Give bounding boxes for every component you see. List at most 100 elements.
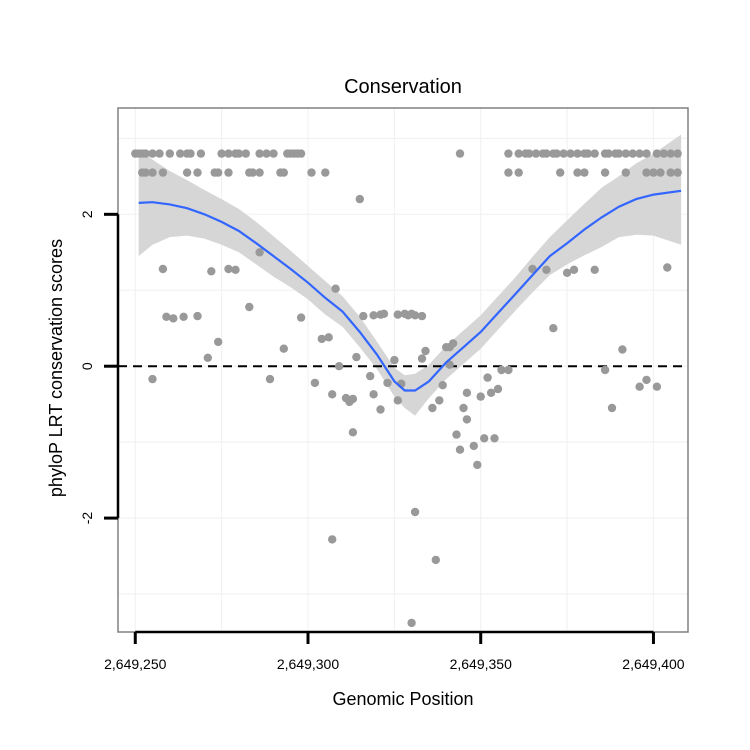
data-point: [504, 365, 513, 375]
data-point: [621, 149, 630, 158]
data-point: [321, 168, 330, 177]
data-point: [621, 168, 630, 177]
data-point: [473, 460, 482, 470]
data-point: [652, 382, 662, 391]
data-point: [435, 396, 444, 405]
data-point: [666, 149, 675, 158]
data-point: [352, 352, 361, 362]
data-point: [410, 311, 420, 320]
data-point: [217, 149, 226, 158]
data-point: [196, 149, 206, 158]
data-point: [296, 149, 306, 158]
data-point: [255, 248, 264, 257]
data-point: [410, 507, 420, 517]
data-point: [324, 333, 333, 342]
data-point: [673, 168, 682, 177]
data-point: [421, 346, 430, 356]
data-point: [369, 390, 378, 399]
data-point: [148, 168, 157, 177]
data-point: [542, 265, 551, 274]
data-point: [486, 388, 496, 397]
data-point: [649, 168, 658, 177]
data-point: [556, 168, 565, 177]
data-point: [476, 392, 485, 401]
data-point: [214, 337, 223, 347]
data-point: [328, 390, 337, 399]
data-point: [607, 403, 617, 413]
data-point: [224, 264, 233, 274]
data-point: [155, 149, 164, 158]
data-point: [514, 149, 523, 158]
data-point: [176, 149, 185, 158]
data-point: [379, 309, 389, 318]
confidence-ribbon: [138, 134, 682, 416]
data-point: [369, 311, 378, 320]
x-tick-label: 2,649,400: [622, 656, 684, 672]
data-point: [169, 314, 178, 323]
data-point: [673, 149, 682, 158]
data-point: [590, 265, 599, 274]
data-point: [524, 149, 534, 158]
data-point: [390, 355, 399, 365]
data-point: [224, 149, 233, 158]
data-point: [245, 302, 254, 312]
data-point: [334, 362, 344, 371]
data-point: [580, 168, 589, 177]
data-point: [552, 149, 561, 158]
data-point: [666, 168, 675, 177]
data-point: [514, 168, 523, 177]
data-point: [203, 353, 212, 362]
data-point: [431, 555, 440, 565]
data-point: [642, 149, 651, 158]
y-axis-label: phyloP LRT conservation scores: [46, 239, 66, 497]
data-point: [328, 535, 337, 544]
data-point: [600, 365, 610, 375]
data-point: [241, 149, 250, 158]
y-tick-label: 0: [79, 362, 95, 370]
data-point: [497, 365, 506, 375]
data-point: [407, 618, 416, 628]
data-point: [255, 168, 264, 177]
data-point: [562, 268, 572, 277]
x-tick-label: 2,649,250: [104, 656, 166, 672]
data-point: [531, 149, 541, 158]
data-point: [614, 149, 624, 158]
data-point: [462, 388, 472, 397]
data-point: [469, 441, 478, 451]
data-point: [528, 264, 537, 274]
data-point: [642, 168, 651, 177]
data-point: [635, 149, 644, 158]
data-point: [448, 339, 458, 348]
data-point: [193, 311, 202, 321]
data-point: [504, 168, 513, 177]
data-point: [618, 345, 627, 354]
data-point: [214, 168, 223, 177]
data-point: [642, 375, 651, 385]
data-point: [279, 344, 288, 353]
data-point: [248, 168, 257, 177]
data-point: [234, 149, 244, 158]
data-point: [255, 149, 264, 158]
data-point: [628, 149, 637, 158]
data-point: [417, 354, 427, 363]
data-point: [376, 405, 385, 414]
data-point: [417, 311, 427, 321]
data-point: [559, 149, 568, 158]
data-point: [307, 168, 316, 177]
data-point: [583, 149, 592, 158]
data-point: [348, 428, 358, 437]
data-point: [504, 149, 513, 158]
data-point: [262, 149, 271, 158]
x-tick-label: 2,649,350: [450, 656, 512, 672]
data-point: [438, 381, 447, 390]
data-point: [480, 434, 489, 443]
data-point: [348, 394, 358, 404]
data-point: [224, 168, 233, 177]
data-point: [165, 149, 174, 158]
y-tick-label: -2: [79, 512, 95, 525]
data-point: [231, 265, 240, 274]
data-point: [141, 149, 150, 158]
data-point: [590, 149, 599, 158]
data-point: [279, 168, 288, 177]
